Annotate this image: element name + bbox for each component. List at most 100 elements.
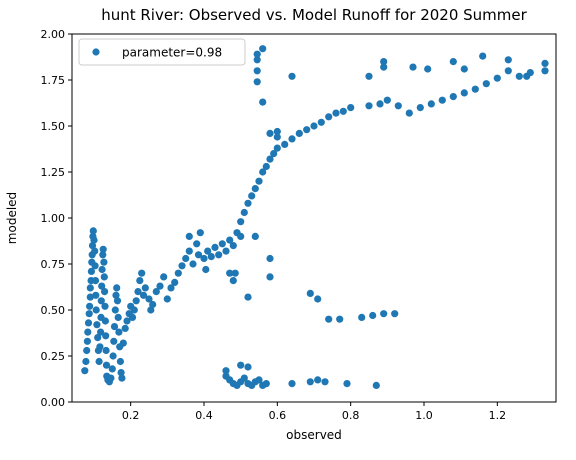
data-point — [90, 236, 98, 244]
data-point — [332, 109, 340, 117]
data-point — [523, 72, 531, 80]
data-point — [409, 63, 417, 71]
data-point — [116, 357, 124, 366]
data-point — [339, 107, 347, 115]
data-point — [147, 306, 155, 314]
y-tick-label: 1.25 — [41, 166, 66, 179]
data-point — [89, 227, 97, 235]
data-point — [112, 291, 120, 299]
data-point — [107, 374, 115, 382]
data-point — [380, 63, 388, 71]
data-point — [171, 278, 179, 286]
data-point — [91, 262, 99, 270]
data-point — [255, 177, 263, 185]
data-point — [96, 343, 104, 351]
data-point — [83, 346, 91, 355]
data-point — [93, 321, 101, 329]
x-tick-label: 0.8 — [342, 409, 360, 422]
points-layer — [81, 45, 549, 389]
data-point — [244, 199, 252, 207]
data-point — [182, 254, 190, 263]
data-point — [123, 317, 131, 325]
data-point — [310, 122, 318, 130]
data-point — [222, 247, 230, 255]
data-point — [163, 295, 171, 303]
data-point — [149, 300, 157, 309]
data-point — [231, 269, 239, 277]
data-point — [113, 297, 122, 305]
data-point — [380, 58, 388, 66]
data-point — [110, 323, 119, 331]
data-point — [87, 267, 95, 275]
data-point — [226, 269, 234, 277]
data-point — [259, 98, 267, 106]
data-point — [109, 352, 117, 360]
data-point — [98, 282, 106, 290]
data-point — [253, 78, 261, 86]
data-point — [85, 310, 93, 318]
data-point — [365, 102, 373, 110]
data-point — [132, 297, 140, 305]
data-point — [281, 140, 289, 148]
y-tick-label: 0.75 — [41, 258, 66, 271]
data-point — [100, 273, 108, 281]
data-point — [207, 253, 215, 261]
data-point — [266, 254, 274, 263]
data-point — [504, 67, 512, 75]
data-point — [130, 306, 138, 314]
data-point — [314, 376, 322, 384]
data-point — [121, 324, 129, 332]
data-point — [240, 208, 248, 217]
x-tick-label: 0.4 — [195, 409, 213, 422]
data-point — [253, 67, 261, 75]
data-point — [317, 118, 325, 126]
data-point — [113, 284, 121, 292]
data-point — [394, 102, 402, 110]
data-point — [449, 58, 457, 66]
data-point — [336, 315, 344, 323]
data-point — [102, 346, 110, 355]
data-point — [152, 288, 160, 296]
data-point — [248, 192, 256, 200]
data-point — [92, 291, 100, 299]
data-point — [229, 277, 237, 285]
data-point — [194, 251, 203, 259]
data-point — [259, 168, 267, 176]
legend-label: parameter=0.98 — [122, 46, 222, 60]
data-point — [449, 93, 457, 101]
x-axis-label: observed — [286, 428, 342, 442]
data-point — [86, 302, 94, 310]
data-point — [358, 313, 366, 321]
data-point — [200, 254, 208, 263]
data-point — [119, 339, 127, 347]
data-point — [405, 109, 413, 117]
data-point — [266, 273, 274, 281]
data-point — [92, 306, 100, 314]
legend-box — [78, 38, 246, 66]
data-point — [99, 245, 107, 253]
data-point — [160, 273, 168, 281]
data-point — [295, 129, 303, 137]
data-point — [515, 72, 523, 80]
data-point — [218, 240, 226, 248]
data-point — [380, 310, 388, 318]
data-point — [196, 229, 204, 237]
data-point — [134, 288, 142, 296]
data-point — [253, 56, 261, 64]
y-tick-label: 0.00 — [41, 396, 66, 409]
data-point — [321, 378, 329, 386]
data-point — [262, 162, 270, 171]
data-point — [288, 72, 296, 80]
chart-title: hunt River: Observed vs. Model Runoff fo… — [101, 6, 527, 24]
data-point — [347, 104, 355, 112]
data-point — [427, 100, 435, 108]
data-point — [416, 104, 424, 112]
y-tick-label: 2.00 — [41, 28, 66, 41]
data-point — [88, 242, 97, 250]
y-axis: 0.00 0.25 0.50 0.75 1.00 1.25 1.50 1.75 2.00 — [41, 28, 72, 409]
data-point — [102, 332, 110, 340]
data-point — [376, 100, 384, 108]
data-point — [95, 357, 103, 366]
